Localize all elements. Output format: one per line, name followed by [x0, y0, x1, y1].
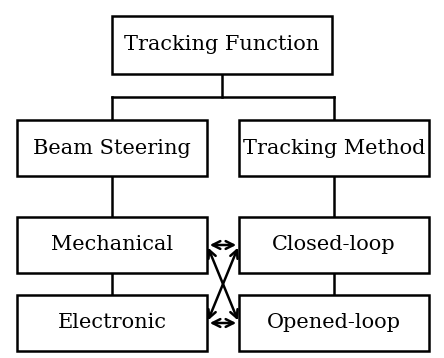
Bar: [17, 120, 207, 176]
Text: Closed-loop: Closed-loop: [272, 236, 396, 255]
Bar: [239, 295, 429, 351]
Text: Tracking Function: Tracking Function: [124, 35, 320, 54]
Bar: [17, 295, 207, 351]
Bar: [239, 120, 429, 176]
Bar: [17, 217, 207, 273]
Text: Beam Steering: Beam Steering: [33, 139, 191, 158]
Text: Mechanical: Mechanical: [51, 236, 173, 255]
Text: Opened-loop: Opened-loop: [267, 314, 401, 333]
Bar: [239, 217, 429, 273]
Bar: [112, 16, 332, 74]
Text: Tracking Method: Tracking Method: [243, 139, 425, 158]
Text: Electronic: Electronic: [58, 314, 166, 333]
